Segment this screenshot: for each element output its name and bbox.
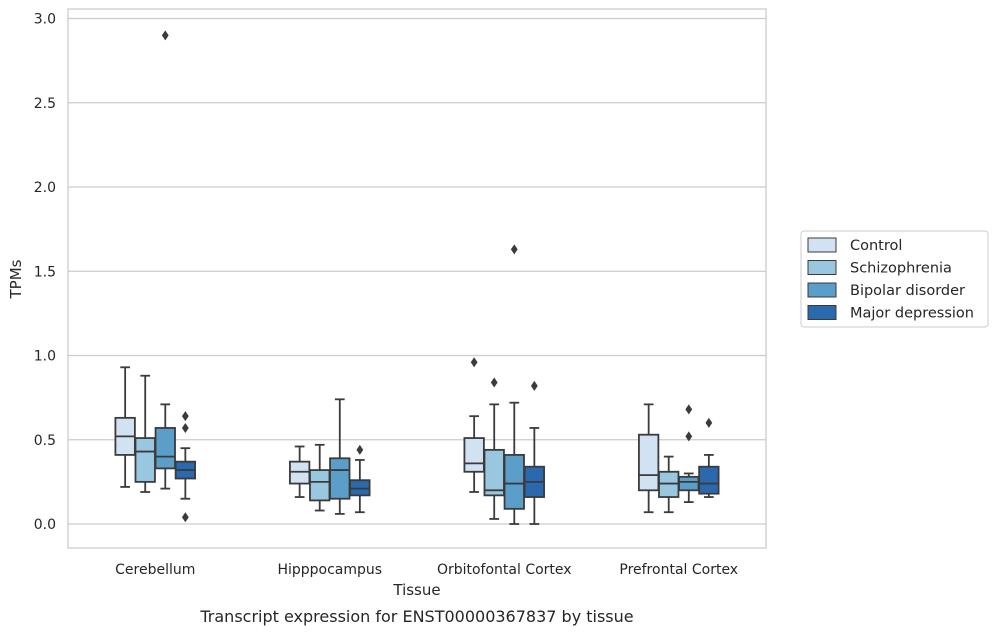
y-tick-labels: 0.0 0.5 1.0 1.5 2.0 2.5 3.0: [34, 12, 56, 534]
x-tick-label: Cerebellum: [115, 562, 195, 578]
box: [154, 427, 176, 470]
box-group: [463, 357, 485, 493]
box-group: [638, 403, 660, 514]
y-tick-label: 0.5: [34, 433, 56, 449]
outlier-point: [470, 357, 478, 368]
legend-items: Control Schizophrenia Bipolar disorder Majo…: [807, 237, 974, 322]
box: [503, 454, 525, 510]
legend-label: Major depression: [850, 306, 974, 322]
legend-frame: [800, 230, 989, 328]
box-group: [698, 417, 720, 498]
x-tick-label: Orbitofontal Cortex: [437, 562, 572, 578]
legend-label: Schizophrenia: [850, 261, 952, 277]
outlier-point: [356, 444, 364, 455]
box-group: [483, 377, 505, 520]
y-tick-label: 2.5: [34, 96, 56, 112]
outlier-point: [161, 30, 169, 41]
y-tick-label: 0.0: [34, 517, 56, 533]
box-group: [309, 443, 331, 512]
box-group: [329, 398, 351, 515]
outlier-point: [685, 404, 693, 415]
box: [678, 475, 700, 492]
legend-label: Control: [850, 238, 902, 254]
box-group: [658, 455, 680, 514]
chart-caption: Transcript expression for ENST0000036783…: [199, 607, 633, 626]
y-tick-label: 1.0: [34, 349, 56, 365]
box-group: [289, 445, 311, 498]
box: [698, 465, 720, 495]
outlier-point: [181, 512, 189, 523]
x-axis-title: Tissue: [392, 581, 440, 599]
legend-swatch: [807, 260, 837, 275]
box-group: [174, 411, 196, 523]
box: [483, 448, 505, 497]
legend-label: Bipolar disorder: [850, 283, 965, 299]
x-tick-label: Prefrontal Cortex: [619, 562, 738, 578]
box-series: [114, 30, 720, 525]
outlier-point: [685, 431, 693, 442]
box: [463, 437, 485, 473]
box: [329, 457, 351, 500]
box-group: [154, 30, 176, 490]
legend: Control Schizophrenia Bipolar disorder Majo…: [800, 230, 989, 328]
y-axis-title: TPMs: [7, 259, 25, 299]
legend-swatch: [807, 282, 837, 298]
box: [638, 433, 660, 492]
outlier-point: [181, 422, 189, 433]
box-group: [678, 404, 700, 503]
legend-swatch: [807, 237, 837, 253]
box-group: [114, 366, 136, 488]
outlier-point: [181, 411, 189, 422]
x-tick-label: Hipppocampus: [277, 562, 382, 578]
box: [309, 469, 331, 502]
box-group: [503, 244, 525, 525]
outlier-point: [510, 244, 518, 255]
plot-frame: [67, 8, 767, 549]
y-tick-label: 2.0: [34, 180, 56, 196]
box-group: [523, 380, 545, 525]
box-group: [349, 444, 371, 514]
x-tick-labels: Cerebellum Hipppocampus Orbitofontal Corte…: [115, 562, 738, 578]
y-tick-label: 3.0: [34, 12, 56, 28]
box-group: [134, 374, 156, 493]
y-tick-label: 1.5: [34, 264, 56, 280]
gridlines: [68, 17, 766, 525]
outlier-point: [530, 380, 538, 391]
legend-swatch: [807, 305, 837, 320]
box: [134, 437, 156, 483]
outlier-point: [490, 377, 498, 388]
outlier-point: [705, 417, 713, 428]
